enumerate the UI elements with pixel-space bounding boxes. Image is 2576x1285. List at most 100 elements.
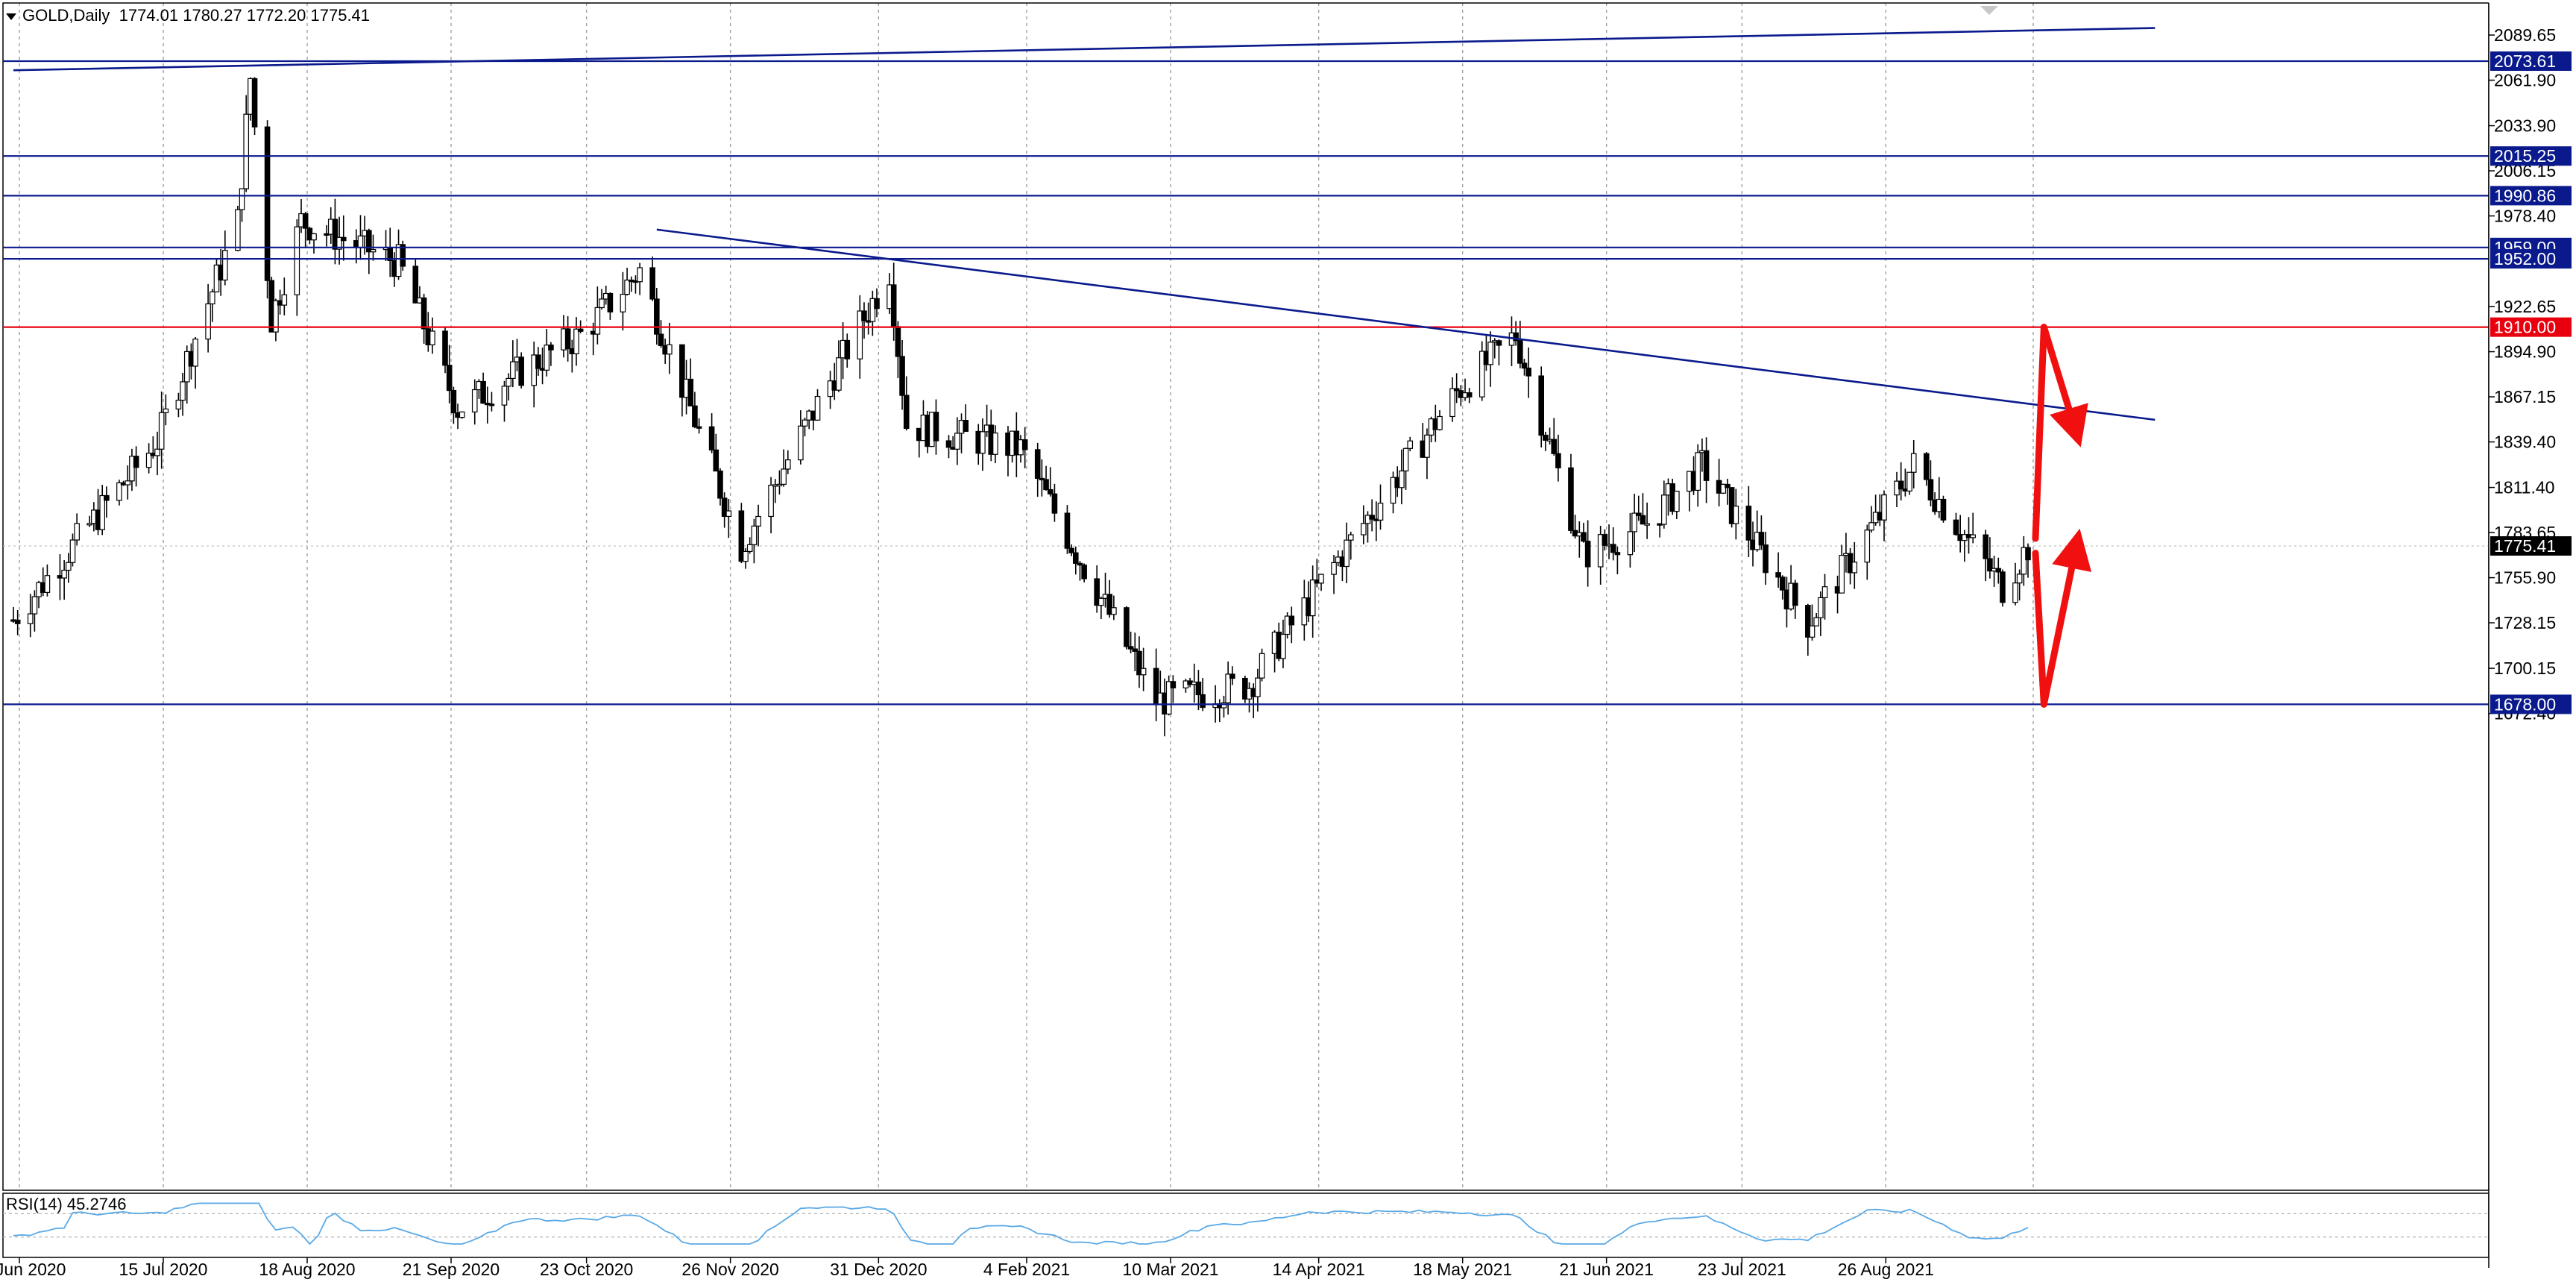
candle-body [336,236,342,250]
candle-body [1805,605,1811,638]
candle-body [564,328,571,350]
trendline[interactable] [13,27,2155,72]
candle-body [1360,523,1367,535]
candle-body [620,293,626,312]
candle-body [607,292,614,312]
candle-body [2012,582,2018,603]
current-price-tag-label: 1775.41 [2494,536,2556,556]
candle-body [1390,477,1396,504]
time-tick-label: 21 Jun 2021 [1559,1260,1654,1279]
candle-body [1779,576,1786,591]
candle-body [1543,434,1549,441]
candle-body [1347,534,1354,541]
candle-body [1868,522,1874,531]
scenario-arrow[interactable] [2040,528,2092,708]
candle-body [370,248,377,253]
candle-body [654,298,660,335]
candle-body [679,344,685,398]
candle-body [1809,625,1816,638]
candle-body [1644,523,1650,526]
trendline[interactable] [656,228,2155,421]
candle-body [1923,453,1930,480]
candle-body [222,250,228,281]
candle-body [471,389,478,412]
candle-body [1821,586,1828,599]
candle-body [129,456,135,482]
price-tick-label: 2089.65 [2494,25,2556,45]
candle-body [1953,519,1959,535]
horizontal-levels [3,60,2489,706]
candle-body [746,544,753,553]
candle-body [802,419,808,427]
candle-body [798,425,804,461]
candle-body [1487,342,1493,365]
rsi-line [13,1202,2029,1245]
candle-body [721,497,728,518]
scenario-arrow[interactable] [2040,324,2088,447]
candle-body [14,619,21,624]
scenario-arrow[interactable] [2032,324,2047,542]
candle-body [239,188,245,210]
candle-body [933,412,939,442]
scenario-arrow[interactable] [2032,550,2047,708]
candle-body [1449,388,1455,418]
candle-body [510,361,516,380]
candle-body [1496,340,1502,346]
candle-body [980,431,986,454]
candle-body [963,420,969,433]
candle-body [1280,633,1286,659]
candle-body [1098,597,1104,606]
candle-body [890,284,897,327]
time-tick-label: 10 Mar 2021 [1122,1260,1218,1279]
candle-body [861,310,867,321]
price-tick-label: 1811.40 [2494,478,2554,497]
level-price-tag-label: 1990.86 [2494,186,2556,205]
candle-body [1407,440,1414,449]
candle-body [1369,515,1375,520]
candle-body [544,345,550,371]
candle-body [713,449,719,472]
time-tick-label: 15 Jul 2020 [119,1260,208,1279]
candle-body [1170,681,1177,688]
candle-body [1733,506,1739,524]
candle-body [1703,450,1710,481]
candle-body [1970,534,1977,538]
candle-body [531,354,538,386]
candle-body [273,300,279,333]
candle-body [874,298,880,310]
candle-body [1983,534,1989,559]
candle-body [1581,532,1587,542]
candle-body [692,405,698,427]
candle-body [1674,491,1680,512]
candle-body [1661,494,1667,525]
candle-body [180,381,186,401]
candle-body [1792,582,1798,606]
chart-shift-icon[interactable] [1980,6,1998,15]
candle-body [1077,562,1083,566]
candle-body [264,126,271,281]
candle-body [116,482,122,501]
candle-body [717,470,723,499]
candle-body [573,328,579,354]
time-tick-label: 11 Jun 2020 [0,1260,66,1279]
candle-body [1331,562,1337,575]
candle-body [65,562,72,571]
candle-body [814,395,821,421]
time-tick-label: 4 Feb 2021 [983,1260,1070,1279]
candle-body [1525,367,1531,377]
candle-body [637,267,643,283]
candle-body [725,510,732,518]
candle-body [1136,650,1142,676]
scenario-arrows [2032,324,2092,708]
candle-body [2025,547,2031,561]
candle-body [209,291,215,305]
candle-body [577,328,584,332]
candle-body [535,354,541,369]
price-axis-bg [2489,0,2576,1281]
collapse-icon[interactable] [6,13,16,20]
candle-body [1614,552,1621,556]
candle-body [1898,480,1904,490]
candle-body [945,440,952,448]
